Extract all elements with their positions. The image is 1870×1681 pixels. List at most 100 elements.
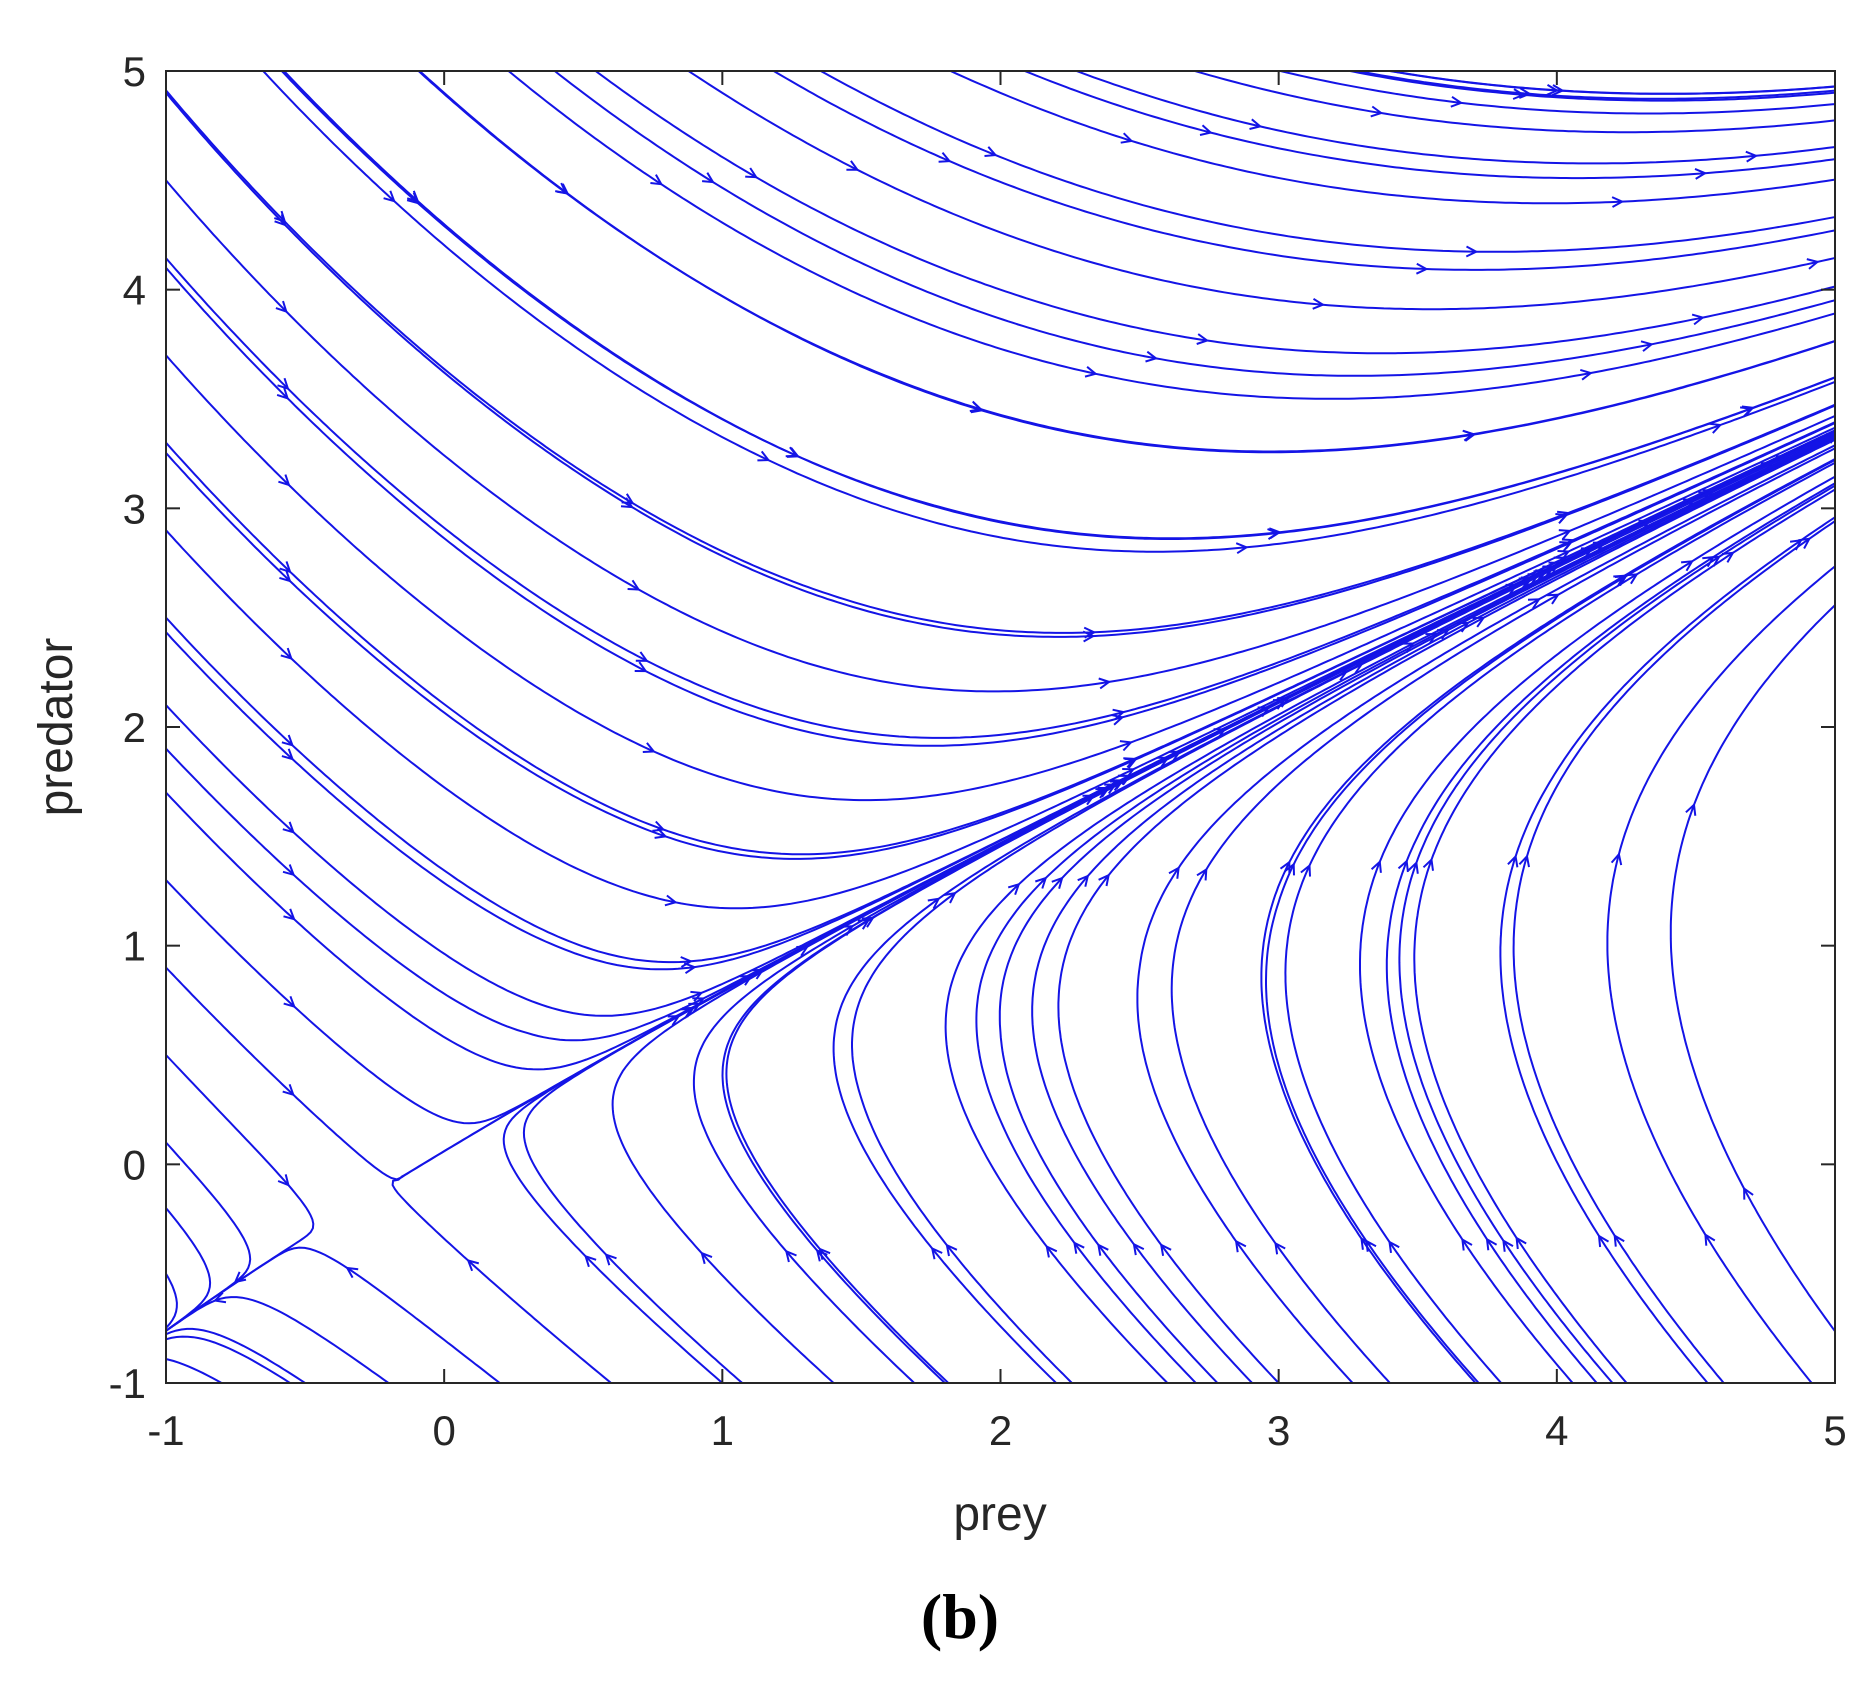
- streamline-arrow: [664, 894, 678, 907]
- streamline-arrow: [1640, 340, 1654, 352]
- streamline-arrow: [1370, 105, 1384, 118]
- streamline-arrow: [282, 1083, 295, 1097]
- streamline: [166, 178, 1835, 693]
- streamline-arrow: [1284, 862, 1295, 876]
- streamline-arrow: [1789, 539, 1803, 551]
- streamline: [1276, 71, 1835, 115]
- streamline: [166, 1327, 307, 1383]
- streamline: [1260, 457, 1835, 1383]
- streamline-arrow: [635, 651, 649, 662]
- streamline: [1385, 71, 1835, 95]
- streamline-arrow: [945, 1243, 958, 1257]
- streamline-arrow: [1741, 405, 1755, 417]
- streamline: [166, 429, 1835, 860]
- streamline-arrow: [281, 734, 295, 747]
- streamline-arrow: [280, 647, 293, 661]
- streamlines-layer: [166, 71, 1835, 1383]
- streamline: [522, 431, 1835, 1383]
- streamline-arrow: [943, 891, 957, 904]
- tick-labels: -1 0 1 2 3 4 5 -1 0 1 2 3 4 5: [109, 48, 1847, 1454]
- streamline-arrow: [1045, 1244, 1058, 1258]
- streamline: [166, 91, 1835, 638]
- streamline-arrow: [1111, 714, 1125, 726]
- streamline-arrow: [1461, 1237, 1473, 1251]
- streamline-arrow: [1279, 860, 1291, 874]
- streamline-arrow: [1051, 876, 1064, 889]
- x-tick-label: 2: [989, 1407, 1012, 1454]
- streamline: [998, 435, 1835, 1383]
- streamline: [166, 1246, 502, 1383]
- streamline-arrow: [984, 146, 998, 157]
- streamline: [1265, 458, 1835, 1383]
- x-tick-label: 5: [1823, 1407, 1846, 1454]
- streamline: [166, 1358, 224, 1383]
- streamline-arrow: [1098, 873, 1110, 887]
- streamline-arrow: [604, 1253, 617, 1266]
- streamline-arrow: [1007, 882, 1021, 896]
- streamline-arrow: [1277, 697, 1291, 708]
- streamline-arrow: [1610, 852, 1623, 866]
- streamline-arrow: [1685, 802, 1697, 816]
- streamline-arrow: [1507, 854, 1519, 868]
- x-tick-label: 1: [711, 1407, 734, 1454]
- streamline-arrow: [757, 450, 771, 462]
- streamline-arrow: [861, 916, 875, 928]
- streamline-arrow: [1527, 598, 1541, 610]
- streamline-arrow: [1743, 1186, 1754, 1200]
- streamline-arrow: [1077, 874, 1090, 887]
- streamline-arrow: [927, 897, 941, 910]
- streamline-arrow: [273, 210, 287, 224]
- y-axis-label: predator: [30, 638, 83, 817]
- streamline: [553, 71, 1835, 377]
- streamline: [1385, 482, 1835, 1383]
- streamline-arrow: [282, 821, 296, 834]
- x-tick-label: 0: [432, 1407, 455, 1454]
- streamline-arrow: [281, 748, 295, 761]
- streamline-arrow: [1120, 132, 1134, 144]
- streamline-arrow: [1561, 538, 1575, 550]
- streamline-arrow: [786, 447, 801, 458]
- streamline: [1191, 71, 1835, 134]
- streamline-arrow: [1084, 366, 1098, 378]
- streamline-arrow: [1196, 333, 1210, 345]
- streamline: [1031, 437, 1835, 1383]
- streamline-arrow: [1034, 876, 1048, 889]
- streamline-arrow: [275, 300, 288, 314]
- streamline: [166, 1140, 252, 1332]
- y-tick-label: 1: [123, 923, 146, 970]
- streamline-arrow: [1168, 866, 1180, 879]
- streamline-arrow: [1268, 527, 1282, 540]
- streamline-arrow: [584, 1254, 597, 1268]
- streamline-arrow: [466, 1259, 480, 1272]
- streamline: [1284, 461, 1835, 1383]
- streamline-arrow: [1312, 298, 1326, 310]
- x-tick-label: -1: [147, 1407, 184, 1454]
- streamline: [261, 71, 1835, 553]
- x-tick-label: 4: [1545, 1407, 1568, 1454]
- streamline: [594, 71, 1835, 355]
- streamline-arrow: [1425, 632, 1439, 644]
- streamline-arrow: [1300, 863, 1311, 877]
- streamline-arrow: [1159, 1243, 1172, 1256]
- streamline: [418, 71, 1835, 454]
- streamline-arrow: [846, 160, 860, 171]
- streamline-arrow: [345, 1266, 359, 1279]
- streamline: [280, 71, 1835, 540]
- streamline: [818, 71, 1835, 253]
- streamline-arrow: [1485, 1237, 1498, 1251]
- streamline-arrow: [969, 400, 983, 413]
- streamline-arrow: [1512, 88, 1526, 100]
- streamline-arrow: [784, 1249, 797, 1263]
- streamline: [166, 431, 1835, 1042]
- streamline: [506, 71, 1835, 400]
- streamline-arrow: [1806, 258, 1820, 270]
- streamline-arrow: [1097, 1243, 1109, 1256]
- streamline-arrow: [1415, 262, 1429, 275]
- streamline-arrow: [652, 820, 666, 832]
- streamline-arrow: [1694, 167, 1708, 180]
- streamline: [166, 1206, 212, 1332]
- streamline-arrow: [277, 377, 290, 391]
- streamline-arrow: [1546, 84, 1560, 96]
- streamline: [725, 431, 1835, 1383]
- streamline-arrow: [818, 1247, 831, 1260]
